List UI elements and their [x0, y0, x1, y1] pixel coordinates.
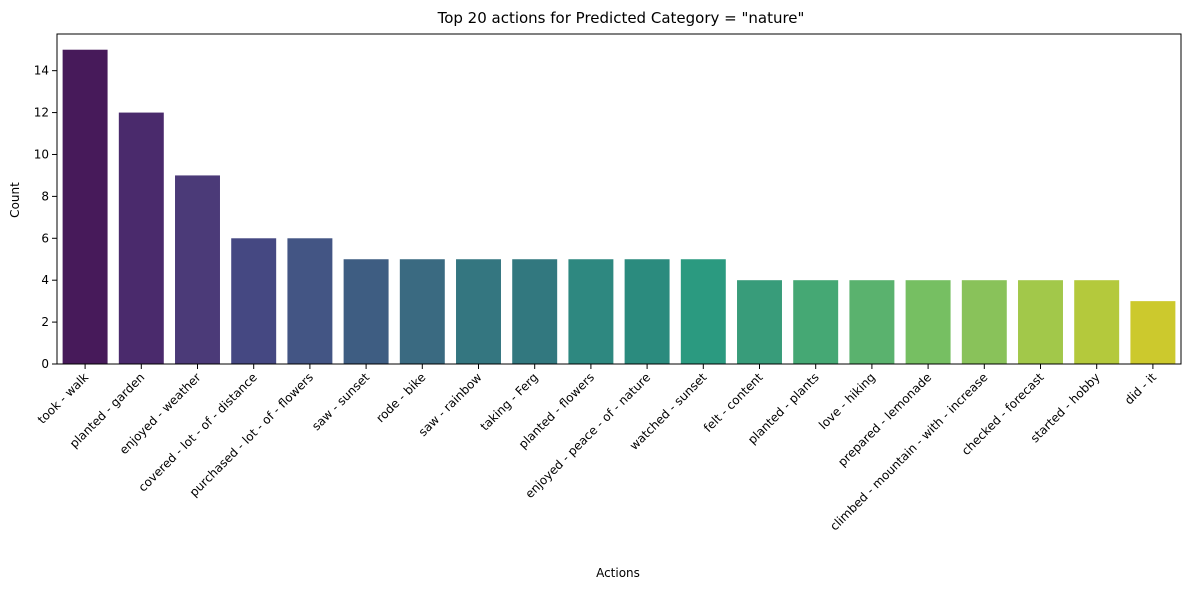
y-tick-label: 10 [34, 147, 49, 161]
y-tick-label: 4 [41, 273, 49, 287]
bar-2 [118, 112, 164, 364]
bars-group [62, 49, 1176, 364]
x-tick-label: covered - lot - of - distance [136, 370, 260, 494]
x-tick-label: love - hiking [816, 370, 878, 432]
bar-10 [568, 259, 614, 364]
bar-16 [905, 280, 951, 364]
plot-frame [56, 33, 1182, 365]
y-tick-label: 14 [34, 64, 49, 78]
x-tick-label: rode - bike [373, 370, 428, 425]
x-tick-label: saw - sunset [309, 370, 372, 433]
bar-19 [1074, 280, 1120, 364]
bar-13 [737, 280, 782, 364]
bar-14 [793, 280, 839, 364]
bar-9 [512, 259, 558, 364]
x-tick-label: did - it [1122, 370, 1159, 407]
x-tick-label: purchased - lot - of - flowers [187, 370, 316, 499]
bar-6 [343, 259, 389, 364]
bar-3 [175, 175, 220, 364]
bar-5 [287, 238, 333, 364]
bar-4 [231, 238, 277, 364]
y-tick-label: 8 [41, 189, 49, 203]
x-tick-label: taking - Ferg [478, 370, 541, 433]
bar-18 [1018, 280, 1063, 364]
y-axis-label: Count [8, 182, 22, 218]
chart-title: Top 20 actions for Predicted Category = … [437, 9, 805, 27]
x-tick-label: prepared - lemonade [835, 370, 934, 469]
bar-20 [1130, 301, 1176, 364]
y-tick-label: 12 [34, 106, 49, 120]
bar-15 [849, 280, 895, 364]
x-axis-label: Actions [596, 566, 640, 580]
x-tick-label: took - walk [35, 370, 91, 426]
y-tick-label: 6 [41, 231, 49, 245]
bar-8 [456, 259, 501, 364]
y-axis: 0 2 4 6 8 10 12 14 [34, 64, 57, 371]
bar-7 [399, 259, 445, 364]
bar-17 [961, 280, 1007, 364]
bar-11 [624, 259, 670, 364]
bar-12 [680, 259, 726, 364]
y-tick-label: 2 [41, 315, 49, 329]
y-tick-label: 0 [41, 357, 49, 371]
bar-1 [62, 49, 108, 364]
